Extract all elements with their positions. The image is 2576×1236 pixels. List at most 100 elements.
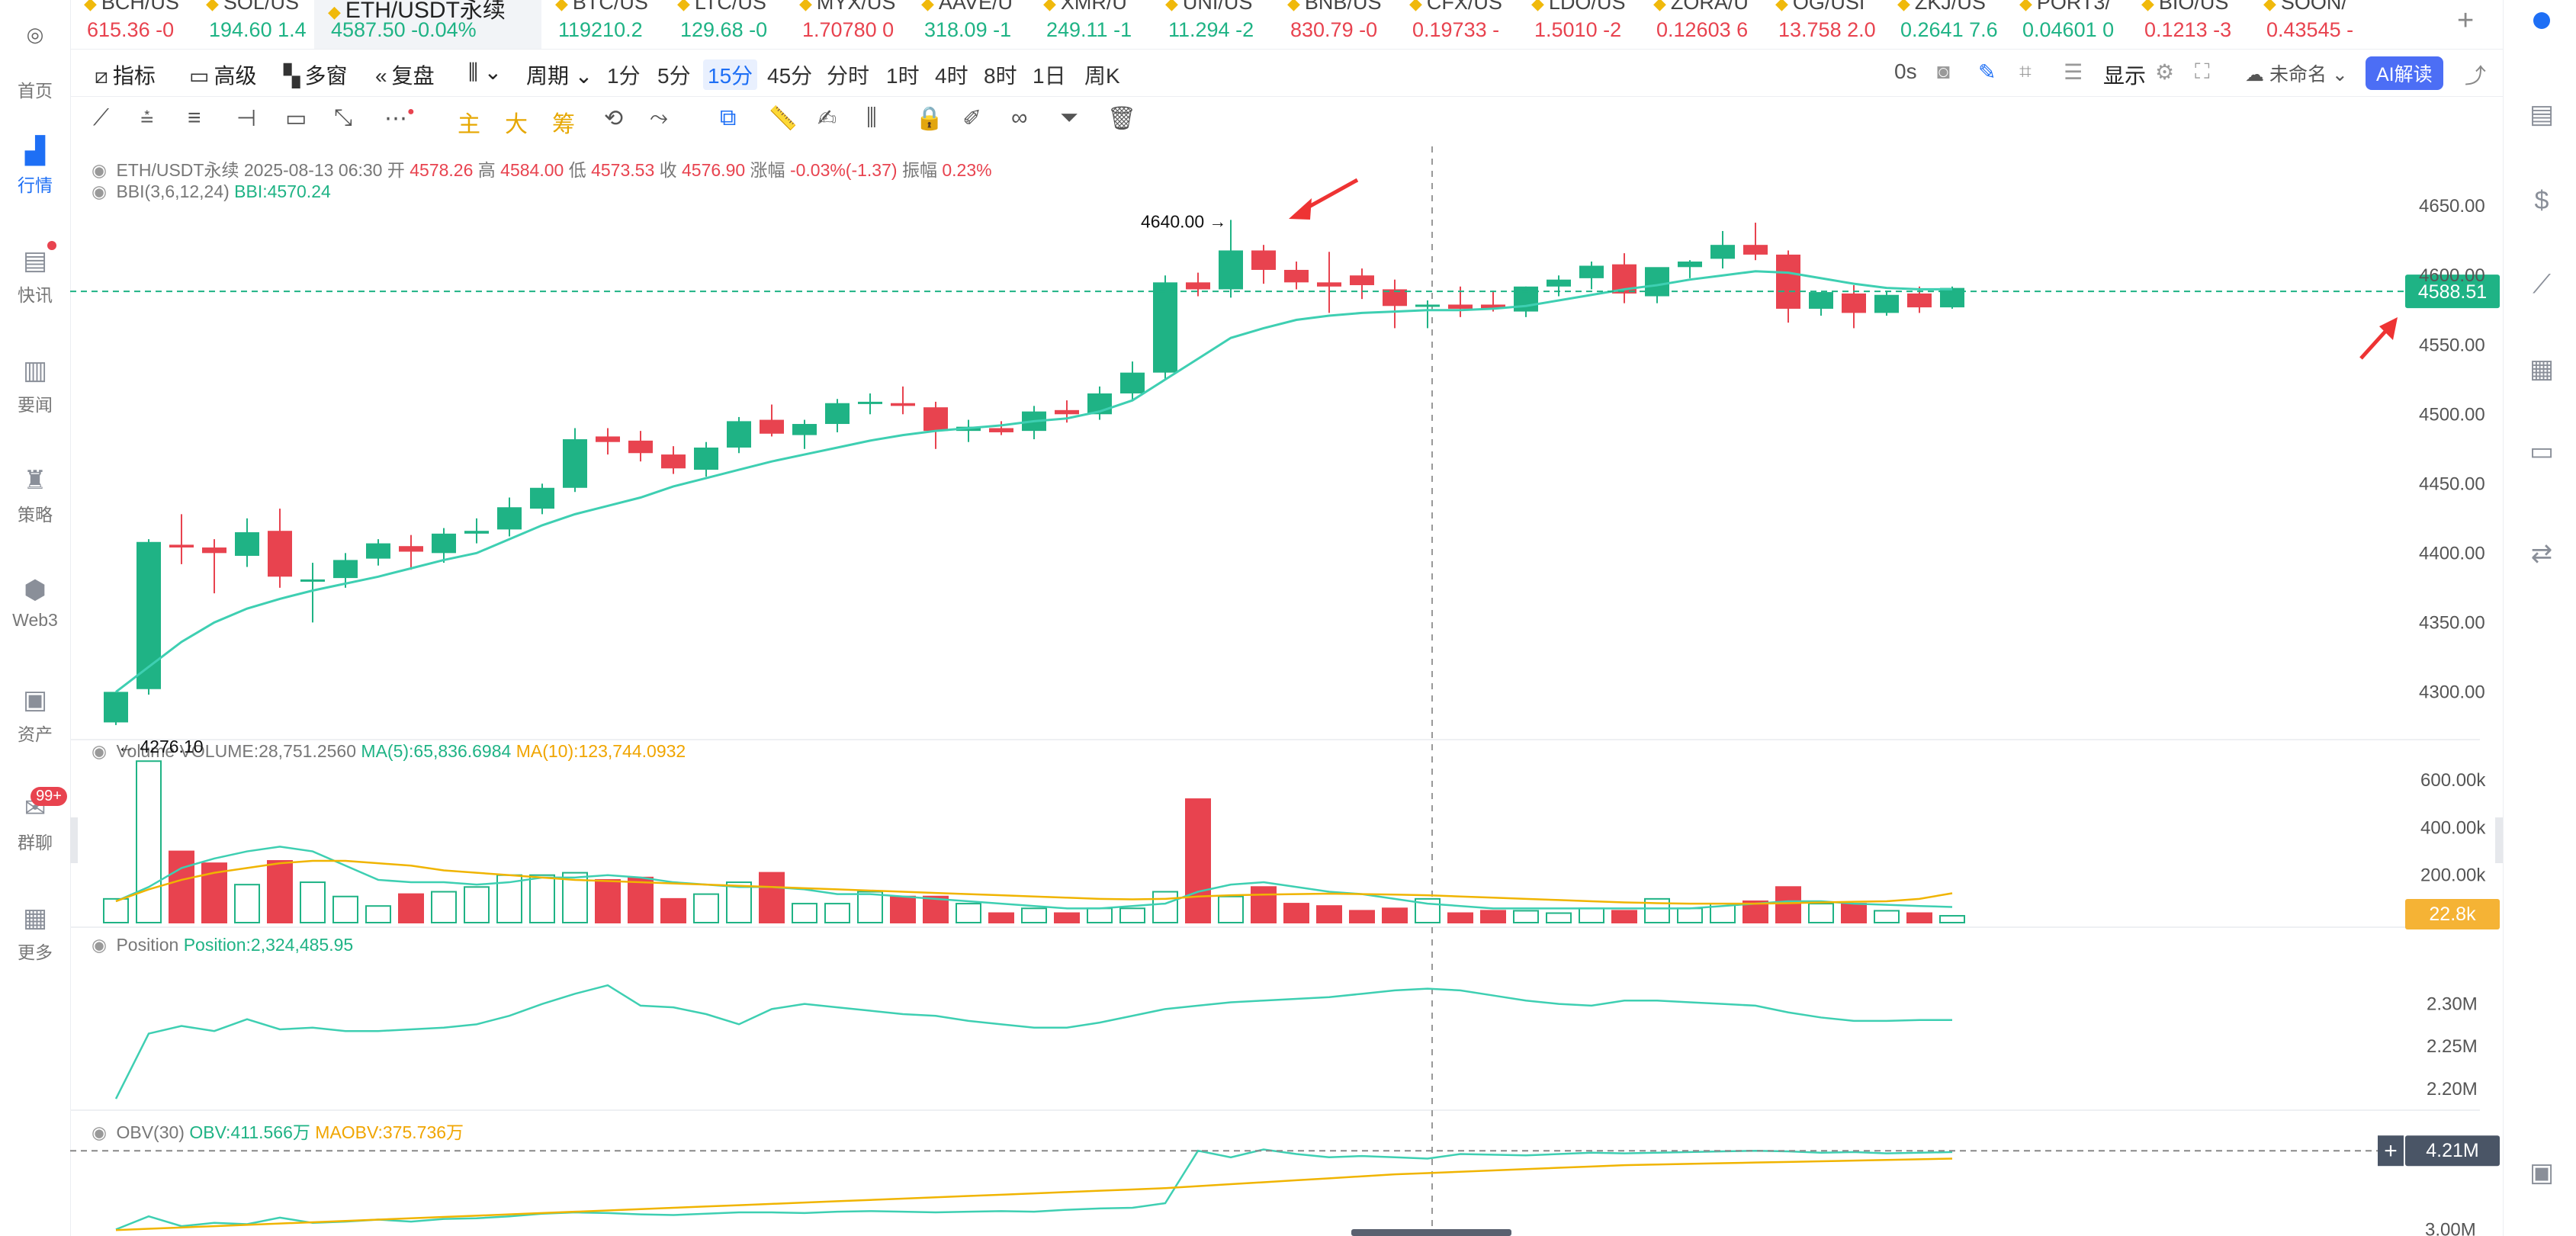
indicators-button[interactable]: ⧄ 指标 — [95, 59, 156, 90]
kline-chart-svg[interactable]: 4588.51 4650.00 4600.00 4550.00 4500.00 4450.… — [70, 146, 2503, 1236]
volume-bar — [1546, 912, 1572, 923]
ticker-tab[interactable]: ◆ AAVE/U 318.09 -1 — [907, 0, 1029, 49]
eye-icon[interactable]: ◉ — [92, 1122, 108, 1142]
candle-body — [1153, 282, 1177, 373]
etf-icon[interactable]: ▭ — [2529, 437, 2555, 466]
ticker-tab[interactable]: ◆ BCH/US 615.36 -0 — [70, 0, 192, 49]
display-button[interactable]: 显示 — [2103, 64, 2147, 88]
ruler-icon[interactable]: 📏 — [769, 106, 798, 131]
chip-distribution-button[interactable]: 筹 — [552, 112, 575, 137]
trash-icon[interactable]: 🗑 — [1107, 106, 1137, 131]
ticker-tab[interactable]: ◆ CFX/US 0.19733 - — [1396, 0, 1518, 49]
sidebar-item-chat[interactable]: ✉ 99+ 群聊 — [0, 787, 70, 877]
crop-icon[interactable]: ⌗ — [2019, 59, 2032, 83]
interval-1h[interactable]: 1时 — [886, 64, 920, 88]
ticker-tab[interactable]: ◆ ETH/USDT永续 4587.50 -0.04% — [314, 0, 541, 49]
ticker-price: 1.5010 -2 — [1534, 18, 1622, 41]
ticker-tab[interactable]: ◆ LDO/US 1.5010 -2 — [1518, 0, 1640, 49]
sidebar-item-market[interactable]: ▟ 行情 — [0, 136, 70, 220]
ticker-price: 4587.50 -0.04% — [331, 18, 477, 41]
large-chip-button[interactable]: 大 — [505, 112, 528, 137]
volume-bar — [1841, 903, 1867, 923]
ticker-tab[interactable]: ◆ LTC/US 129.68 -0 — [663, 0, 785, 49]
interval-15m[interactable]: 15分 — [703, 59, 758, 90]
sidebar-item-more[interactable]: ▦ 更多 — [0, 903, 70, 987]
trend-line-icon[interactable]: ⟋ — [93, 105, 109, 130]
pen-icon[interactable]: ✎ — [1978, 60, 1996, 84]
swap-arrows-icon[interactable]: ⇄ — [2530, 539, 2553, 568]
ticker-tab[interactable]: ◆ PORT3/0.04601 0 — [2006, 0, 2128, 49]
ticker-tab[interactable]: ◆ ZKJ/US 0.2641 7.6 — [1884, 0, 2006, 49]
sync-icon[interactable]: ⟲ — [604, 106, 624, 131]
copy-icon[interactable]: ⧉ — [720, 105, 737, 130]
ticker-symbol: ◆ AAVE/U — [921, 0, 1013, 14]
trade-dollar-icon[interactable]: $ — [2534, 186, 2549, 215]
sidebar-item-label: 行情 — [18, 175, 53, 195]
notification-badge-icon[interactable] — [2526, 6, 2557, 36]
sidebar-item-assets[interactable]: ▣ 资产 — [0, 685, 70, 769]
ticker-tab[interactable]: ◆ BTC/US 119210.2 — [541, 0, 663, 49]
eye-icon[interactable]: ◉ — [92, 935, 108, 955]
ticker-tab[interactable]: ◆ OG/USI 13.758 2.0 — [1762, 0, 1884, 49]
data-table-icon[interactable]: ▦ — [2529, 355, 2555, 384]
ticker-tab[interactable]: ◆ XMR/U 249.11 -1 — [1029, 0, 1151, 49]
period-dropdown[interactable]: 周期 ⌄ — [526, 59, 593, 90]
camera-icon[interactable]: ◙ — [1937, 59, 1950, 83]
eye-icon[interactable]: ◉ — [92, 741, 108, 761]
ticker-tab[interactable]: ◆ MYX/US 1.70780 0 — [785, 0, 907, 49]
link-icon[interactable]: ∞ — [1011, 105, 1028, 130]
ticker-tab[interactable]: ◆ ZORA/U 0.12603 6 — [1640, 0, 1762, 49]
sidebar-item-strategy[interactable]: ♜ 策略 — [0, 465, 70, 549]
eye-icon[interactable]: ◉ — [92, 181, 108, 201]
multi-window-button[interactable]: ▚ 多窗 — [284, 59, 348, 90]
replay-button[interactable]: «复盘 — [375, 59, 435, 90]
chart-area[interactable]: ◉ ETH/USDT永续 2025-08-13 06:30 开 4578.26 … — [70, 146, 2503, 1236]
drawing-toolbar: ⟋ ⩮ ≡ ⊣ ▭ ⤡ ⋯● 主 大 筹 ⟲ ⤳ ⧉ 📏 ✍ ⫼ 🔒 ✐ ∞ ⏷… — [70, 98, 1214, 146]
orderbook-icon[interactable]: ▤ — [2529, 100, 2555, 129]
sidebar-item-web3[interactable]: ⬢ Web3 — [0, 575, 70, 659]
interval-timeline[interactable]: 分时 — [827, 64, 870, 88]
fib-icon[interactable]: ⤡ — [334, 105, 352, 130]
share-icon[interactable]: ⤴ — [2465, 64, 2487, 88]
gear-icon[interactable]: ⚙ — [2155, 60, 2175, 84]
ticker-tab[interactable]: ◆ UNI/US 11.294 -2 — [1151, 0, 1274, 49]
ai-analysis-button[interactable]: AI解读 — [2366, 56, 2443, 90]
filter-icon[interactable]: ⏷ — [1060, 105, 1078, 130]
fullscreen-icon[interactable]: ⛶ — [2195, 59, 2210, 83]
parallel-lines-icon[interactable]: ⩮ — [140, 105, 154, 130]
bars-icon[interactable]: ⫼ — [866, 105, 877, 130]
interval-1m[interactable]: 1分 — [607, 64, 641, 88]
interval-week[interactable]: 周K — [1084, 64, 1120, 88]
chart-type-button[interactable]: ⫼ ⌄ — [468, 59, 502, 85]
eye-icon[interactable]: ◉ — [92, 160, 108, 180]
layout-panel-icon[interactable]: ▣ — [2529, 1158, 2555, 1187]
more-tools-icon[interactable]: ⋯● — [384, 105, 415, 131]
app-logo-icon[interactable]: ◎ — [26, 23, 44, 46]
interval-5m[interactable]: 5分 — [657, 64, 691, 88]
advanced-button[interactable]: ▭ 高级 — [189, 59, 256, 90]
rectangle-icon[interactable]: ▭ — [285, 106, 307, 131]
sidebar-item-news[interactable]: ▤ 快讯 — [0, 241, 70, 329]
add-tab-plus-icon[interactable]: + — [2457, 5, 2475, 37]
magnet-icon[interactable]: ⤳ — [650, 105, 668, 130]
horizontal-line-icon[interactable]: ⊣ — [236, 106, 257, 131]
interval-8h[interactable]: 8时 — [984, 64, 1017, 88]
brush-icon[interactable]: ✍ — [817, 106, 837, 131]
sidebar-item-headlines[interactable]: ▥ 要闻 — [0, 355, 70, 439]
layout-dropdown[interactable]: ☁ 未命名 ⌄ — [2245, 59, 2348, 87]
interval-1d[interactable]: 1日 — [1033, 64, 1066, 88]
lock-icon[interactable]: 🔒 — [915, 106, 944, 131]
main-chip-button[interactable]: 主 — [458, 112, 480, 137]
ticker-tab[interactable]: ◆ SOL/US 194.60 1.4 — [192, 0, 314, 49]
ticker-tab[interactable]: ◆ SOON/0.43545 - — [2250, 0, 2372, 49]
interval-4h[interactable]: 4时 — [935, 64, 968, 88]
ticker-tab[interactable]: ◆ BNB/US 830.79 -0 — [1274, 0, 1396, 49]
multi-line-icon[interactable]: ≡ — [188, 105, 201, 130]
price-axis-tick: 4600.00 — [2419, 265, 2485, 286]
sidebar-item-home[interactable]: 首页 — [0, 41, 70, 125]
edit-note-icon[interactable]: ✐ — [962, 106, 982, 131]
analysis-icon[interactable]: ⟋ — [2533, 270, 2551, 299]
list-icon[interactable]: ☰ — [2064, 60, 2083, 84]
interval-45m[interactable]: 45分 — [767, 64, 813, 88]
ticker-tab[interactable]: ◆ BIO/US 0.1213 -3 — [2128, 0, 2250, 49]
